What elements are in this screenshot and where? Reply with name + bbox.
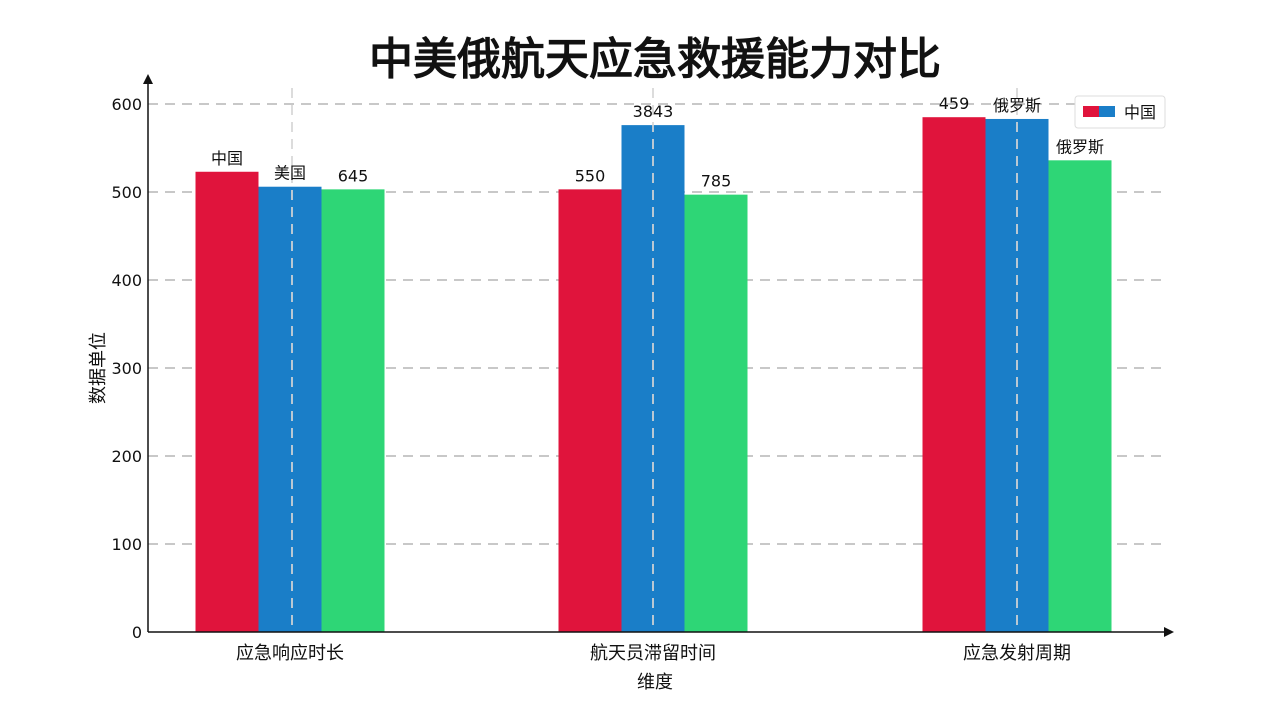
y-tick-100: 100 <box>111 535 142 554</box>
vertical-grid <box>291 88 1018 632</box>
y-axis-arrow <box>143 74 153 84</box>
bar-0-0 <box>195 171 259 632</box>
data-label-2-0: 459 <box>939 94 970 113</box>
data-label-1-2: 785 <box>701 172 732 191</box>
legend-swatch-red <box>1083 106 1099 117</box>
data-label-0-2: 645 <box>338 166 369 185</box>
y-tick-300: 300 <box>111 359 142 378</box>
chart-title: 中美俄航天应急救援能力对比 <box>369 34 941 85</box>
data-label-1-1: 3843 <box>633 102 674 121</box>
bar-1-0 <box>558 189 622 633</box>
axes <box>143 74 1174 637</box>
x-tick-0: 应急响应时长 <box>236 643 344 664</box>
bar-2-0 <box>922 117 986 632</box>
x-tick-1: 航天员滞留时间 <box>590 643 716 664</box>
data-label-2-1: 俄罗斯 <box>993 96 1041 115</box>
x-ticks: 应急响应时长 航天员滞留时间 应急发射周期 <box>236 643 1071 664</box>
y-tick-0: 0 <box>132 623 142 642</box>
x-tick-2: 应急发射周期 <box>963 643 1071 664</box>
data-label-2-2: 俄罗斯 <box>1056 137 1104 156</box>
bar-1-2 <box>684 194 748 632</box>
legend: 中国 <box>1074 95 1166 129</box>
x-axis-label: 维度 <box>637 672 673 693</box>
bar-2-2 <box>1048 160 1112 632</box>
watermark: 豆包AI生成 <box>1108 658 1242 689</box>
bar-0-2 <box>321 189 385 633</box>
data-label-1-0: 550 <box>575 166 606 185</box>
y-ticks: 0 100 200 300 400 500 600 <box>111 95 142 642</box>
y-tick-400: 400 <box>111 271 142 290</box>
y-tick-500: 500 <box>111 183 142 202</box>
data-label-0-1: 美国 <box>274 164 306 183</box>
legend-swatch-blue <box>1099 106 1115 117</box>
bar-0-1 <box>258 186 322 632</box>
y-tick-600: 600 <box>111 95 142 114</box>
legend-box <box>1074 95 1166 129</box>
data-label-0-0: 中国 <box>211 149 243 168</box>
y-tick-200: 200 <box>111 447 142 466</box>
legend-label: 中国 <box>1124 103 1156 122</box>
y-axis-label: 数据单位 <box>88 332 109 404</box>
x-axis-arrow <box>1164 627 1174 637</box>
bar-2-1 <box>985 118 1049 632</box>
